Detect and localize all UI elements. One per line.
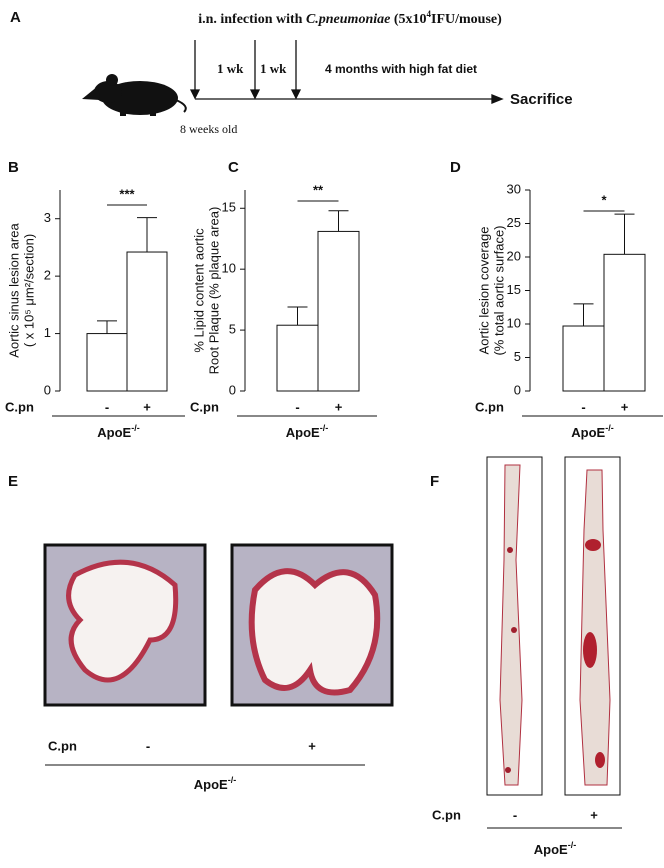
group-label: C.pn (475, 399, 504, 414)
title-part: 4 (427, 9, 432, 19)
y-tick-label: 2 (44, 268, 51, 283)
y-axis-label: % Lipid content aortic (191, 228, 206, 353)
category-label: + (621, 399, 629, 414)
group-label: C.pn (48, 738, 77, 753)
bar (317, 230, 360, 392)
category-label: - (513, 807, 517, 822)
error-bar (328, 210, 349, 232)
significance-label: * (601, 192, 607, 207)
genotype-base: ApoE (97, 425, 131, 440)
y-axis-label: (% total aortic surface) (491, 225, 506, 355)
title-part: (5x10 (390, 12, 426, 27)
y-axis-label: Aortic lesion coverage (476, 227, 491, 355)
timeline-title: i.n. infection with C.pneumoniae (5x104I… (198, 9, 502, 27)
genotype-sup: -/- (320, 423, 329, 433)
category-label: + (308, 738, 316, 753)
y-axis-label: Aortic sinus lesion area (6, 223, 21, 358)
y-tick-label: 3 (44, 210, 51, 225)
y-tick-label: 10 (222, 261, 236, 276)
title-part: IFU/mouse) (431, 12, 502, 27)
mouse-icon (82, 74, 187, 116)
category-label: - (146, 738, 150, 753)
bar (562, 325, 605, 392)
y-tick-label: 0 (44, 382, 51, 397)
y-tick-label: 15 (222, 200, 236, 215)
aorta-image (486, 456, 621, 796)
end-label: Sacrifice (510, 91, 573, 108)
genotype-label: ApoE-/- (286, 423, 328, 440)
y-tick-label: 0 (514, 382, 521, 397)
genotype-label: ApoE-/- (571, 423, 613, 440)
category-label: + (590, 807, 598, 822)
step-label: 1 wk (260, 61, 287, 76)
bar (603, 253, 646, 392)
age-label: 8 weeks old (180, 122, 237, 136)
group-label: C.pn (190, 399, 219, 414)
genotype-label: ApoE-/- (194, 775, 236, 792)
y-tick-label: 25 (507, 215, 521, 230)
genotype-sup: -/- (568, 840, 577, 850)
micrograph (43, 543, 394, 707)
y-tick-label: 30 (507, 181, 521, 196)
y-tick-label: 10 (507, 315, 521, 330)
group-label: C.pn (5, 399, 34, 414)
category-label: + (335, 399, 343, 414)
category-label: + (143, 399, 151, 414)
y-tick-label: 20 (507, 248, 521, 263)
genotype-base: ApoE (286, 425, 320, 440)
title-part: C.pneumoniae (306, 12, 390, 27)
step-label: 1 wk (217, 61, 244, 76)
error-bar (287, 306, 308, 326)
panel-label: D (450, 159, 461, 176)
y-tick-label: 15 (507, 282, 521, 297)
category-label: - (295, 399, 299, 414)
error-bar (614, 213, 635, 255)
y-tick-label: 5 (229, 322, 236, 337)
genotype-sup: -/- (228, 775, 237, 785)
bar (276, 324, 319, 392)
title-part: i.n. infection with (198, 12, 306, 27)
bar (126, 251, 168, 392)
significance-label: ** (313, 182, 324, 197)
y-tick-label: 0 (229, 382, 236, 397)
error-bar (137, 217, 157, 253)
group-label: C.pn (432, 807, 461, 822)
panel-label: E (8, 473, 18, 490)
panel-label: B (8, 159, 19, 176)
genotype-label: ApoE-/- (97, 423, 139, 440)
category-label: - (581, 399, 585, 414)
bar (86, 333, 128, 392)
category-label: - (105, 399, 109, 414)
genotype-sup: -/- (605, 423, 614, 433)
panel-label: C (228, 159, 239, 176)
genotype-base: ApoE (571, 425, 605, 440)
genotype-label: ApoE-/- (534, 840, 576, 857)
genotype-base: ApoE (534, 842, 568, 857)
y-tick-label: 1 (44, 325, 51, 340)
timeline-arrows (189, 40, 504, 104)
error-bar (573, 303, 594, 327)
y-axis-label: Root Plaque (% plaque area) (206, 207, 221, 375)
diet-label: 4 months with high fat diet (325, 62, 477, 76)
y-tick-label: 5 (514, 349, 521, 364)
y-axis-label: ( x 10⁵ μm²/section) (21, 234, 36, 347)
error-bar (97, 320, 117, 334)
genotype-sup: -/- (131, 423, 140, 433)
significance-label: *** (119, 186, 135, 201)
panel-label: A (10, 9, 21, 26)
genotype-base: ApoE (194, 777, 228, 792)
panel-label: F (430, 473, 439, 490)
